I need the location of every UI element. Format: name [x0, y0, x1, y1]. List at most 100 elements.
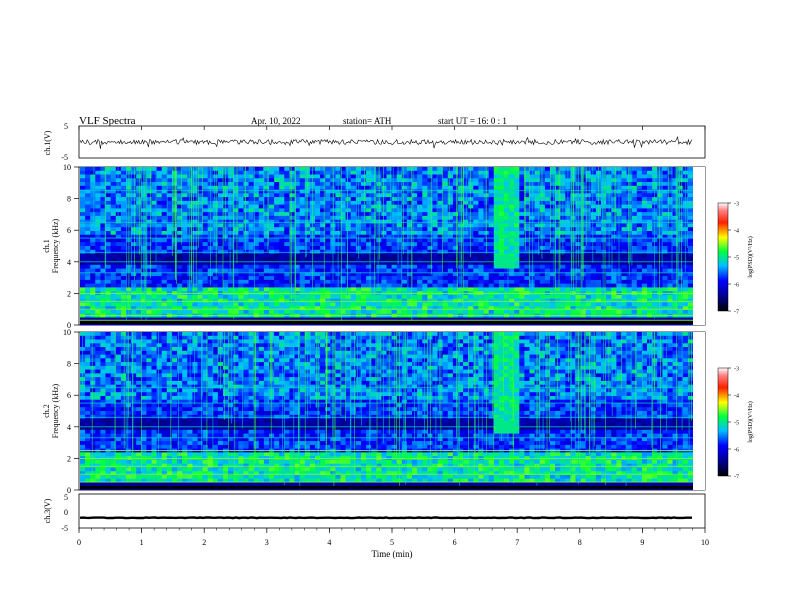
spec-cell — [647, 287, 653, 292]
spec-cell — [447, 212, 454, 217]
spec-cell — [458, 193, 464, 198]
spec-cell — [452, 197, 459, 202]
spec-cell — [585, 212, 592, 217]
spec-cell — [606, 306, 612, 311]
spec-cell — [396, 302, 403, 307]
spec-cell — [320, 200, 326, 205]
spec-cell — [458, 298, 464, 303]
spec-cell — [529, 208, 535, 213]
spec-cell — [263, 287, 270, 292]
spec-cell — [647, 189, 653, 194]
spec-cell — [284, 189, 290, 194]
spec-cell — [544, 249, 551, 254]
spec-cell — [315, 167, 321, 172]
spec-cell — [555, 264, 561, 269]
spec-cell — [289, 170, 295, 175]
spec-cell — [427, 212, 433, 217]
spec-cell — [371, 234, 377, 239]
spec-cell — [672, 249, 678, 254]
spec-cell — [401, 298, 408, 303]
spec-cell — [550, 193, 556, 198]
spec-cell — [641, 204, 648, 209]
spec-cell — [590, 219, 597, 224]
spec-cell — [631, 219, 638, 224]
spec-cell — [238, 234, 244, 239]
spec-cell — [570, 287, 576, 292]
spec-cell — [406, 257, 413, 262]
spec-cell — [325, 170, 331, 175]
spec-cell — [299, 257, 306, 262]
spec-cell — [110, 302, 117, 307]
spec-cell — [212, 268, 219, 273]
spec-cell — [447, 219, 454, 224]
spec-cell — [315, 238, 321, 243]
spec-cell — [269, 167, 275, 172]
spec-cell — [217, 193, 224, 198]
spec-cell — [166, 174, 173, 179]
spec-cell — [601, 212, 607, 217]
spec-cell — [238, 167, 244, 172]
spec-cell — [95, 279, 101, 284]
spec-cell — [146, 238, 152, 243]
spec-cell — [412, 283, 418, 288]
spec-cell — [289, 208, 295, 213]
spec-cell — [555, 167, 561, 172]
spec-cell — [131, 170, 137, 175]
spec-cell — [192, 249, 198, 254]
spec-cell — [468, 231, 474, 236]
spec-cell — [166, 200, 173, 205]
spec-cell — [269, 212, 275, 217]
spec-cell — [657, 264, 663, 269]
spec-cell — [514, 212, 520, 217]
spec-cell — [662, 294, 668, 299]
spec-cell — [141, 212, 147, 217]
spec-cell — [667, 200, 673, 205]
spec-cell — [504, 227, 510, 232]
spec-cell — [146, 264, 152, 269]
spec-cell — [182, 317, 188, 322]
spec-cell — [473, 287, 479, 292]
spec-cell — [330, 310, 336, 315]
spec-cell — [417, 257, 423, 262]
spec-cell — [146, 197, 152, 202]
spec-cell — [427, 249, 433, 254]
spec-cell — [345, 200, 351, 205]
spec-cell — [228, 246, 234, 251]
spec-cell — [636, 238, 643, 243]
spec-cell — [192, 246, 198, 251]
spec-cell — [202, 204, 208, 209]
spec-cell — [146, 294, 152, 299]
spec-cell — [110, 268, 117, 273]
spec-cell — [611, 193, 617, 198]
spec-cell — [345, 242, 351, 247]
spec-cell — [401, 197, 408, 202]
spec-cell — [442, 167, 449, 172]
spec-cell — [504, 212, 510, 217]
spec-cell — [187, 317, 193, 322]
spec-cell — [493, 302, 500, 307]
spec-cell — [136, 204, 142, 209]
spec-cell — [120, 208, 127, 213]
spec-cell — [166, 227, 173, 232]
spec-cell — [534, 242, 540, 247]
spec-cell — [223, 246, 229, 251]
spec-cell — [95, 261, 101, 266]
spec-cell — [156, 242, 162, 247]
spec-cell — [631, 238, 638, 243]
spec-cell — [463, 200, 469, 205]
spec-cell — [151, 219, 157, 224]
spec-cell — [647, 317, 653, 322]
spec-cell — [269, 279, 275, 284]
spec-cell — [151, 197, 157, 202]
spec-cell — [315, 182, 321, 187]
spec-cell — [309, 310, 316, 315]
spec-cell — [161, 215, 168, 220]
spec-cell — [621, 272, 627, 277]
spec-cell — [279, 242, 285, 247]
spec-cell — [519, 294, 525, 299]
spec-cell — [274, 310, 280, 315]
spec-cell — [595, 253, 602, 258]
spec-cell — [585, 170, 592, 175]
spec-cell — [248, 246, 254, 251]
spec-cell — [304, 287, 311, 292]
